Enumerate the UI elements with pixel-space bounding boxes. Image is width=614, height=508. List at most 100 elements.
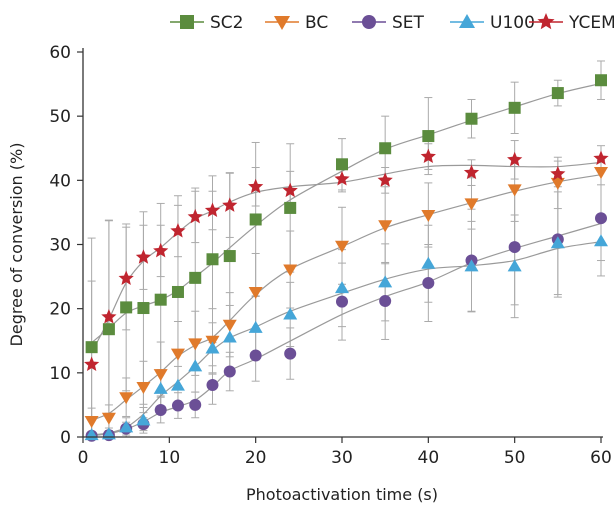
legend-label: SET: [392, 13, 425, 33]
data-point-ycem: [204, 202, 221, 217]
legend: SC2 BC SET U100 YCEM: [170, 13, 614, 33]
legend-marker: [180, 15, 194, 29]
data-point-u100: [222, 330, 237, 343]
data-point-sc2: [189, 271, 202, 284]
x-tick-label: 0: [78, 448, 89, 468]
data-point-sc2: [223, 250, 236, 263]
data-point-ycem: [420, 148, 436, 164]
data-point-ycem: [377, 172, 393, 187]
data-point-set: [284, 347, 297, 360]
data-point-set: [595, 212, 607, 225]
data-point-u100: [507, 259, 522, 272]
data-point-ycem: [334, 171, 350, 186]
data-point-ycem: [84, 356, 100, 371]
fit-curve-set: [91, 222, 602, 437]
data-point-u100: [550, 236, 565, 249]
data-point-set: [154, 404, 167, 417]
data-point-sc2: [379, 142, 392, 155]
data-point-u100: [335, 281, 349, 294]
data-point-set: [508, 241, 521, 254]
data-point-ycem: [170, 223, 186, 238]
data-point-u100: [283, 307, 298, 320]
legend-marker: [537, 13, 555, 30]
data-point-sc2: [595, 74, 607, 87]
data-point-bc: [153, 369, 168, 382]
data-markers: [84, 74, 609, 442]
data-point-sc2: [508, 101, 521, 114]
data-point-set: [336, 295, 348, 308]
data-point-bc: [248, 286, 263, 299]
data-point-ycem: [153, 242, 169, 258]
data-point-bc: [170, 348, 185, 361]
data-point-bc: [421, 209, 436, 222]
data-point-ycem: [550, 165, 566, 181]
data-point-bc: [119, 392, 134, 405]
data-point-sc2: [249, 213, 262, 226]
y-axis-label: Degree of conversion (%): [7, 143, 26, 347]
data-point-bc: [378, 220, 393, 233]
data-point-sc2: [206, 253, 219, 266]
y-tick-label: 10: [49, 364, 71, 384]
data-point-u100: [205, 341, 220, 354]
data-point-u100: [119, 420, 134, 433]
data-point-sc2: [102, 323, 115, 336]
fit-curve-ycem: [91, 161, 602, 353]
data-point-ycem: [187, 208, 203, 224]
data-point-u100: [188, 359, 203, 372]
x-tick-label: 60: [590, 448, 612, 468]
x-tick-label: 40: [418, 448, 440, 468]
data-point-bc: [101, 412, 116, 425]
y-tick-label: 20: [49, 300, 71, 320]
x-tick-label: 20: [245, 448, 267, 468]
data-point-ycem: [507, 151, 523, 167]
data-point-sc2: [120, 301, 133, 314]
data-point-ycem: [222, 197, 238, 212]
data-point-u100: [153, 381, 168, 394]
data-point-u100: [464, 259, 479, 272]
data-point-sc2: [284, 201, 297, 214]
fit-curve-u100: [91, 241, 602, 436]
data-point-set: [206, 379, 219, 392]
y-tick-label: 40: [49, 171, 71, 191]
y-tick-label: 30: [49, 236, 71, 256]
data-point-sc2: [137, 302, 150, 315]
data-point-u100: [170, 378, 185, 391]
data-point-bc: [84, 415, 99, 428]
data-point-ycem: [463, 164, 480, 180]
data-point-sc2: [336, 158, 348, 171]
data-point-ycem: [135, 249, 152, 264]
legend-label: YCEM: [568, 13, 614, 33]
legend-label: BC: [305, 13, 328, 33]
data-point-ycem: [593, 150, 609, 165]
data-point-sc2: [465, 112, 478, 125]
y-tick-label: 60: [49, 43, 71, 63]
x-tick-label: 50: [504, 448, 526, 468]
data-point-set: [223, 365, 236, 378]
data-point-ycem: [101, 309, 117, 324]
data-point-u100: [421, 256, 436, 269]
data-point-bc: [222, 319, 237, 332]
data-point-u100: [594, 234, 608, 247]
x-tick-label: 30: [331, 448, 353, 468]
data-point-set: [379, 294, 392, 307]
legend-marker: [459, 14, 475, 28]
data-point-bc: [188, 338, 203, 351]
data-point-ycem: [248, 178, 264, 194]
data-point-sc2: [551, 87, 564, 100]
data-point-bc: [507, 184, 522, 197]
data-point-set: [422, 277, 435, 289]
data-point-u100: [378, 275, 393, 288]
data-point-set: [171, 399, 184, 412]
data-point-bc: [464, 198, 479, 211]
fit-curves: [91, 82, 602, 437]
y-tick-label: 0: [60, 428, 71, 448]
data-point-bc: [136, 381, 151, 394]
data-point-u100: [248, 320, 263, 333]
data-point-sc2: [154, 293, 167, 306]
y-tick-label: 50: [49, 107, 71, 127]
data-point-ycem: [118, 270, 134, 285]
x-tick-label: 10: [159, 448, 181, 468]
data-point-u100: [136, 413, 151, 426]
data-point-set: [249, 349, 262, 362]
